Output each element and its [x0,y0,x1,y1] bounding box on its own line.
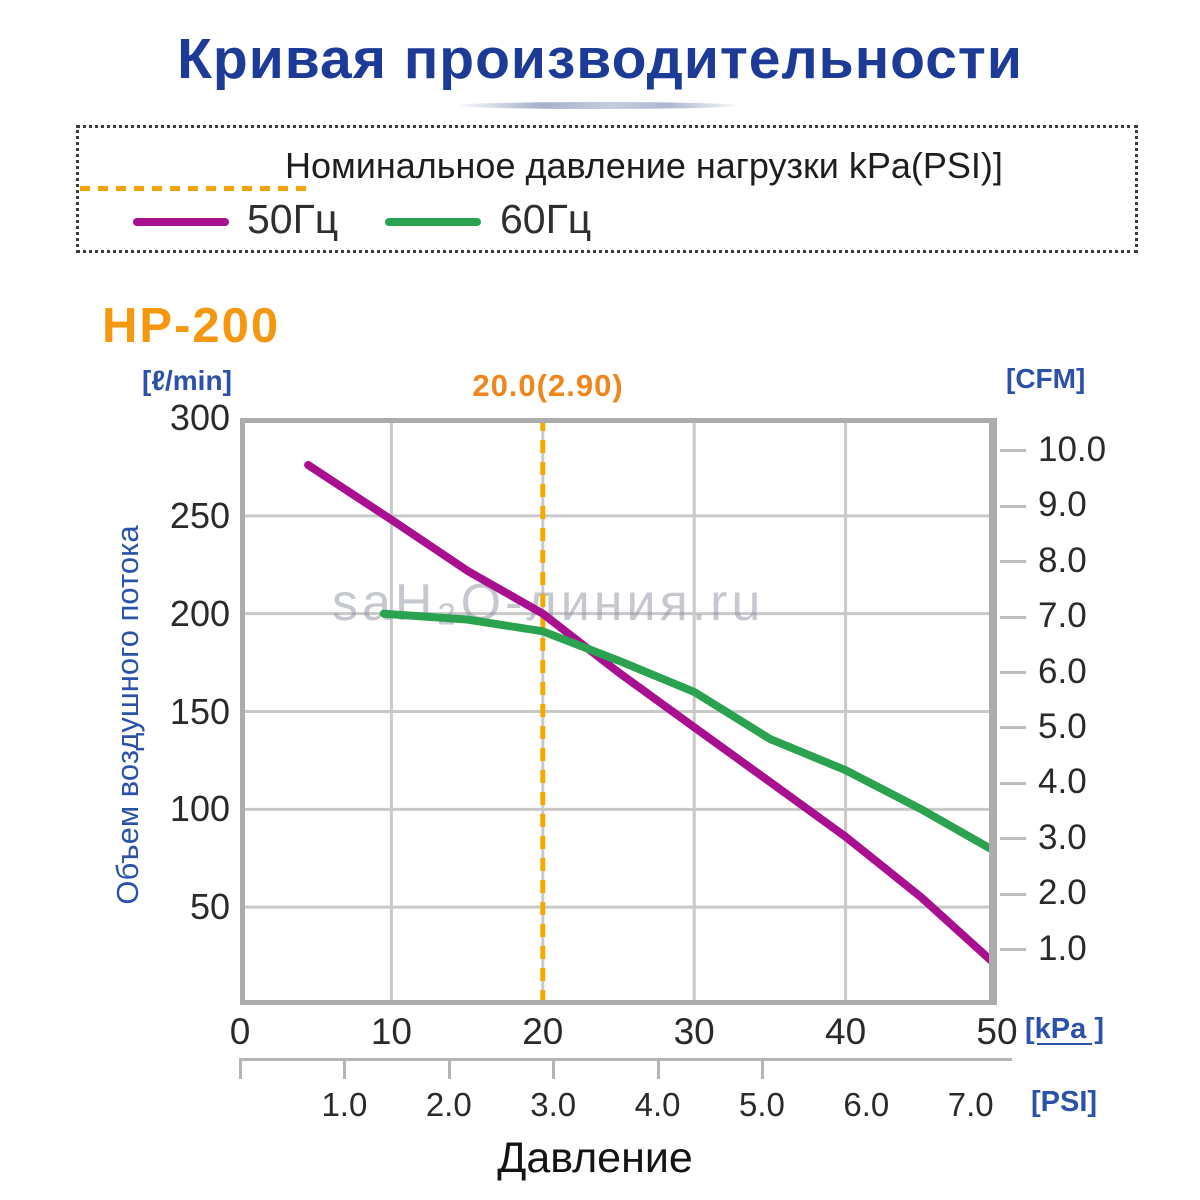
kpa-unit-label: [kPa ] [1025,1013,1104,1045]
kpa-tick-40: 40 [825,1011,867,1052]
right-axis-tickmark-6.0 [1000,671,1026,675]
left-axis-tick-100: 100 [169,788,230,830]
kpa-tick-10: 10 [370,1011,412,1052]
x-axis-title: Давление [497,1134,693,1182]
right-axis-tick-9.0: 9.0 [1038,485,1087,525]
rated-pressure-value: 20.0(2.90) [472,368,624,403]
psi-tick-3.0: 3.0 [530,1086,577,1123]
title-underline-artifact [458,102,738,109]
psi-tick-7.0: 7.0 [947,1086,994,1123]
right-axis-tickmark-2.0 [1000,892,1026,896]
psi-tickmark-1 [343,1058,347,1079]
left-axis-tick-50: 50 [189,886,230,928]
psi-tickmark-2 [447,1058,451,1079]
plot-border [240,418,997,1005]
psi-tick-2.0: 2.0 [425,1086,472,1123]
right-axis-tick-7.0: 7.0 [1038,596,1087,636]
right-axis-tick-6.0: 6.0 [1038,651,1087,691]
right-axis-tickmark-5.0 [1000,726,1026,730]
psi-tick-4.0: 4.0 [634,1086,681,1123]
psi-tick-6.0: 6.0 [843,1086,890,1123]
gridlines [240,418,997,1005]
psi-tick-1.0: 1.0 [321,1086,368,1123]
right-axis-tickmark-10.0 [1000,449,1026,453]
watermark: saH₂O-линия.ru [332,574,764,632]
kpa-tick-20: 20 [522,1011,564,1052]
right-axis-tick-2.0: 2.0 [1038,873,1087,913]
psi-tickmark-4 [656,1058,660,1079]
psi-ruler-line [240,1058,1012,1061]
kpa-tick-0: 0 [229,1011,251,1052]
rated-pressure-label: Номинальное давление нагрузки kPa(PSI)] [285,145,1003,186]
right-axis-tickmark-8.0 [1000,560,1026,564]
legend-swatch-60hz [385,218,481,226]
psi-unit-label: [PSI] [1031,1086,1098,1118]
legend-box [76,125,1138,253]
psi-tickmark-0 [239,1058,242,1079]
page-title: Кривая производительности [177,27,1023,91]
right-axis-tickmark-7.0 [1000,615,1026,619]
left-axis-tick-300: 300 [169,397,230,438]
legend-label-50hz: 50Гц [247,196,339,242]
right-axis-tick-1.0: 1.0 [1038,928,1087,968]
kpa-tick-50: 50 [976,1011,1018,1052]
right-axis-unit: [CFM] [1006,363,1086,394]
right-axis-tick-4.0: 4.0 [1038,762,1087,802]
right-axis-tickmark-9.0 [1000,504,1026,508]
legend-label-60hz: 60Гц [500,196,592,242]
psi-tickmark-5 [760,1058,764,1079]
kpa-tick-30: 30 [673,1011,715,1052]
right-axis-tick-10.0: 10.0 [1038,429,1107,469]
left-axis-tick-200: 200 [169,592,230,634]
legend-swatch-50hz [133,218,229,226]
right-axis-tick-5.0: 5.0 [1038,706,1087,746]
left-axis-tick-250: 250 [169,494,230,536]
right-axis-tick-3.0: 3.0 [1038,817,1087,857]
psi-tickmark-3 [552,1058,556,1079]
right-axis-tickmark-3.0 [1000,837,1026,841]
curve-60Гц [379,609,997,857]
right-axis-tickmark-1.0 [1000,948,1026,952]
left-axis-tick-150: 150 [169,690,230,732]
rated-pressure-line-swatch [80,186,306,191]
right-axis-tickmark-4.0 [1000,781,1026,785]
curve-50Гц [304,461,997,970]
psi-tick-5.0: 5.0 [738,1086,785,1123]
left-axis-unit: [ℓ/min] [142,365,232,396]
model-label: HP-200 [102,299,281,353]
right-axis-tick-8.0: 8.0 [1038,540,1087,580]
plot-svg: saH₂O-линия.ru [240,418,997,1005]
